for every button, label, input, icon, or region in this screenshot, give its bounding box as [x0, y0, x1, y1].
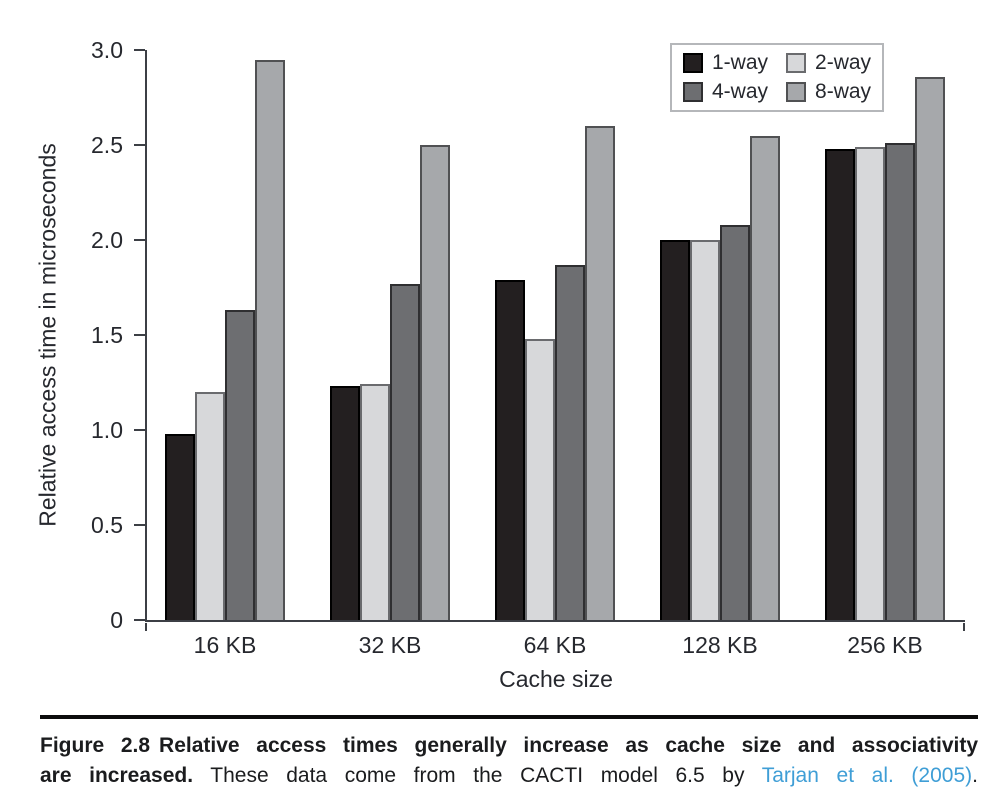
- legend-swatch-8-way: [786, 82, 807, 102]
- bar-32-kb-4-way: [390, 283, 420, 620]
- y-tick-label-0.5: 0.5: [91, 512, 123, 538]
- bar-256-kb-1-way: [825, 148, 855, 620]
- legend-swatch-4-way: [683, 82, 703, 102]
- bar-16-kb-1-way: [165, 433, 195, 620]
- y-tick-mark-1.0: [133, 428, 145, 432]
- caption-period: .: [972, 764, 978, 787]
- y-tick-mark-0: [133, 618, 145, 622]
- legend-item-2-way: 2-way: [786, 51, 871, 75]
- legend-label-4-way: 4-way: [712, 80, 769, 103]
- caption-divider-rule: [40, 715, 978, 719]
- x-axis-title: Cache size: [499, 666, 613, 692]
- legend-item-1-way: 1-way: [683, 51, 768, 75]
- bar-128-kb-2-way: [690, 240, 720, 620]
- legend-label-2-way: 2-way: [815, 51, 872, 74]
- bar-32-kb-1-way: [330, 386, 360, 620]
- bar-256-kb-4-way: [885, 143, 915, 620]
- chart-legend: 1-way 2-way 4-way 8-way: [670, 43, 885, 112]
- legend-label-1-way: 1-way: [712, 51, 769, 74]
- y-tick-label-2.5: 2.5: [91, 132, 123, 158]
- bar-128-kb-4-way: [720, 224, 750, 620]
- bar-256-kb-2-way: [855, 146, 885, 620]
- bar-16-kb-4-way: [225, 310, 255, 620]
- bar-64-kb-4-way: [555, 264, 585, 620]
- figure-caption: Figure 2.8 Relative access times generall…: [40, 731, 978, 791]
- bar-64-kb-2-way: [525, 338, 555, 620]
- legend-item-4-way: 4-way: [683, 80, 768, 104]
- bar-64-kb-8-way: [585, 126, 615, 620]
- y-tick-mark-2.5: [133, 143, 145, 147]
- x-axis-left-end-tick: [144, 622, 147, 631]
- x-tick-label-128-kb: 128 KB: [682, 632, 758, 658]
- legend-swatch-1-way: [683, 53, 703, 73]
- y-tick-label-1.5: 1.5: [91, 322, 123, 348]
- y-tick-label-1.0: 1.0: [91, 417, 123, 443]
- y-tick-mark-1.5: [133, 333, 145, 337]
- bar-32-kb-2-way: [360, 384, 390, 620]
- figure-number-label: Figure 2.8: [40, 734, 151, 757]
- y-tick-label-3.0: 3.0: [91, 37, 123, 63]
- caption-bold-text: Relative access times generally increase…: [159, 734, 979, 757]
- bar-64-kb-1-way: [495, 279, 525, 620]
- x-tick-label-16-kb: 16 KB: [193, 632, 257, 658]
- bar-128-kb-8-way: [750, 135, 780, 620]
- legend-swatch-2-way: [786, 53, 807, 73]
- legend-item-8-way: 8-way: [786, 80, 871, 104]
- bar-chart-plot-area: Cache size 0 0.5 1.0 1.5 2.0 2.5 3.0 16 KB 32 KB…: [91, 37, 965, 692]
- caption-line-1: Figure 2.8 Relative access times generall…: [40, 731, 978, 761]
- bar-128-kb-1-way: [660, 240, 690, 620]
- y-axis-title: Relative access time in microseconds: [34, 143, 61, 527]
- y-tick-label-2.0: 2.0: [91, 227, 123, 253]
- citation-link[interactable]: Tarjan et al. (2005): [761, 764, 973, 787]
- bar-256-kb-8-way: [915, 76, 945, 620]
- x-axis-right-end-tick: [962, 622, 965, 631]
- y-tick-mark-3.0: [133, 48, 145, 52]
- x-tick-label-256-kb: 256 KB: [847, 632, 923, 658]
- x-tick-label-64-kb: 64 KB: [523, 632, 587, 658]
- y-tick-label-0: 0: [110, 607, 123, 633]
- x-tick-label-32-kb: 32 KB: [358, 632, 422, 658]
- caption-regular-text: These data come from the CACTI model 6.5…: [210, 764, 745, 787]
- bar-32-kb-8-way: [420, 145, 450, 620]
- legend-label-8-way: 8-way: [815, 80, 872, 103]
- bar-16-kb-8-way: [255, 59, 285, 620]
- bar-16-kb-2-way: [195, 392, 225, 620]
- caption-bold-text-2: are increased.: [40, 764, 194, 787]
- caption-line-2: are increased. These data come from the …: [40, 761, 978, 791]
- y-tick-mark-2.0: [133, 238, 145, 242]
- y-tick-mark-0.5: [133, 523, 145, 527]
